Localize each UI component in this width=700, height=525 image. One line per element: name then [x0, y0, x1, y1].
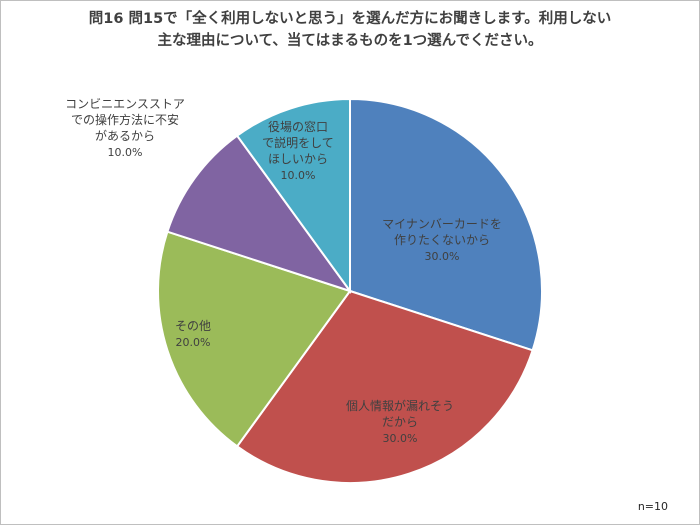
slice-value-label: 30.0%	[383, 432, 418, 445]
chart-title-line-1: 問16 問15で「全く利用しないと思う」を選んだ方にお聞きします。利用しない	[88, 11, 612, 27]
slice-label-text: で説明をして	[262, 135, 334, 150]
pie-slice-4	[235, 97, 351, 295]
sample-size-note: n=10	[637, 500, 668, 513]
slice-label-text: があるから	[95, 128, 155, 143]
slice-label-text: 個人情報が漏れそう	[346, 398, 454, 413]
slice-label-text: コンビニエンスストア	[65, 97, 185, 111]
pie-slice-3	[166, 134, 353, 293]
pie-slice-1	[235, 289, 534, 484]
slice-label-text: その他	[175, 319, 211, 333]
chart-title-line-2: 主な理由について、当てはまるものを1つ選んでください。	[157, 33, 543, 49]
slice-label-text: での操作方法に不安	[71, 112, 179, 127]
slice-label-text: 役場の窓口	[268, 119, 328, 134]
pie-slice-2	[157, 230, 352, 448]
slice-label-text: 作りたくないから	[394, 233, 490, 247]
slice-value-label: 20.0%	[176, 336, 211, 349]
slice-label-text: マイナンバーカードを	[382, 217, 502, 231]
slice-label-text: だから	[382, 415, 418, 429]
slice-label-2: その他 20.0%	[175, 319, 211, 349]
slice-label-text: ほしいから	[268, 152, 328, 166]
pie-slice-0	[349, 97, 543, 352]
slice-value-label: 30.0%	[425, 250, 460, 263]
slice-value-label: 10.0%	[281, 169, 316, 182]
slice-value-label: 10.0%	[108, 146, 143, 159]
chart-title: 問16 問15で「全く利用しないと思う」を選んだ方にお聞きします。利用しない 主…	[0, 8, 700, 52]
